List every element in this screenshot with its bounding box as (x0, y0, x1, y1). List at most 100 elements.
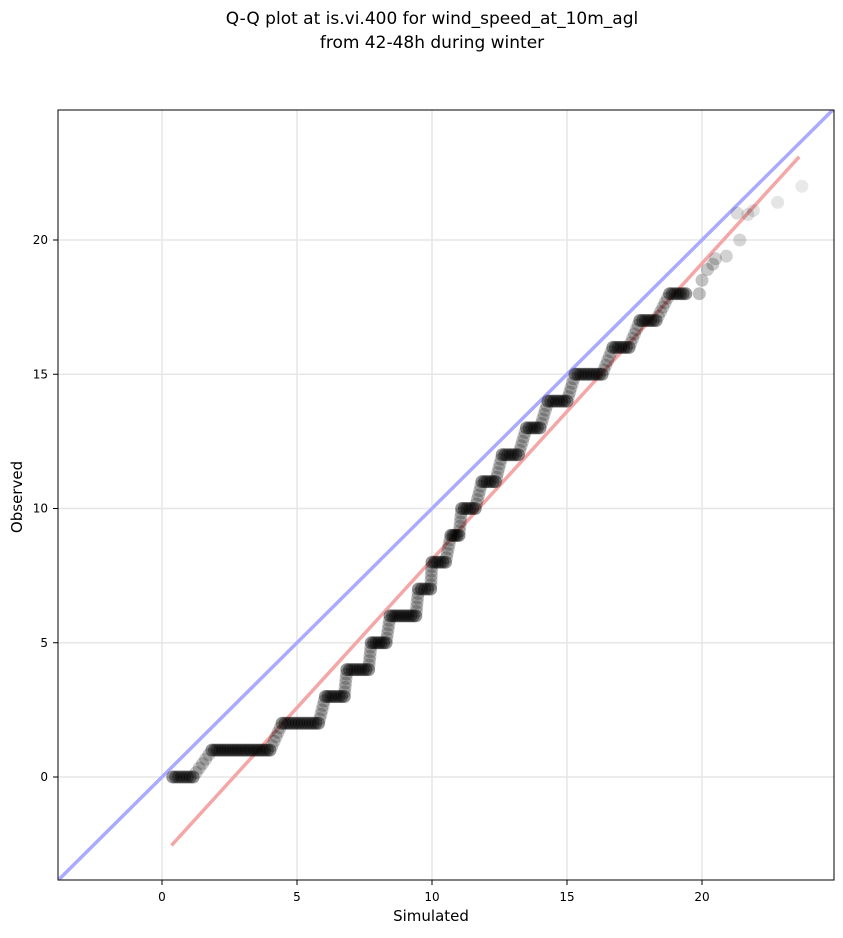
data-point (213, 743, 227, 757)
data-point (258, 743, 272, 757)
data-point (340, 667, 353, 681)
data-point (303, 716, 317, 730)
data-point (700, 263, 714, 276)
y-tick-label: 15 (33, 367, 48, 381)
data-point (430, 555, 444, 569)
data-point (733, 233, 747, 247)
data-point (450, 528, 464, 542)
x-tick-label: 0 (158, 890, 166, 904)
x-tick-label: 20 (694, 890, 709, 904)
data-point (313, 712, 327, 726)
data-point (300, 716, 314, 730)
data-point (673, 287, 687, 301)
data-point (460, 502, 474, 515)
data-point (453, 515, 467, 529)
data-point (411, 587, 425, 600)
data-point (286, 716, 300, 730)
data-point (587, 367, 601, 381)
data-point (644, 314, 658, 327)
data-point (651, 309, 665, 323)
data-point (454, 506, 468, 520)
data-point (676, 287, 690, 301)
data-point (339, 672, 353, 685)
data-point (433, 555, 447, 569)
one-to-one-line (58, 110, 834, 880)
data-point (273, 721, 287, 735)
data-point (663, 287, 677, 301)
data-point (503, 448, 517, 462)
data-point (275, 716, 289, 730)
data-point (424, 582, 438, 596)
data-point (180, 770, 194, 784)
data-point (359, 663, 373, 677)
data-point (631, 318, 645, 332)
data-point (364, 640, 378, 654)
data-point (520, 421, 533, 435)
data-point (552, 394, 566, 408)
data-point (536, 412, 550, 426)
data-point (265, 739, 279, 753)
data-point (335, 690, 349, 703)
data-point (353, 663, 367, 677)
data-point (340, 663, 354, 677)
data-point (363, 654, 376, 668)
data-point (424, 578, 438, 592)
data-point (278, 716, 292, 730)
data-point (362, 658, 376, 672)
data-point (343, 663, 357, 677)
data-point (544, 394, 558, 408)
data-point (571, 367, 585, 381)
data-point (329, 690, 343, 703)
data-point (457, 502, 471, 515)
data-point (473, 484, 487, 498)
data-point (530, 421, 544, 435)
data-point (332, 690, 346, 703)
data-point (267, 734, 281, 748)
x-axis-ticks: 0 5 10 15 20 (158, 880, 710, 904)
x-tick-label: 5 (293, 890, 301, 904)
data-point (561, 390, 575, 404)
data-point (229, 743, 243, 757)
data-point (237, 743, 251, 757)
data-point (494, 452, 508, 466)
data-point (205, 743, 219, 757)
data-point (646, 314, 660, 327)
data-point (404, 609, 418, 623)
data-point (469, 497, 483, 511)
data-point (428, 555, 442, 569)
data-point (298, 716, 312, 730)
data-point (439, 555, 452, 569)
data-point (391, 609, 405, 623)
data-point (771, 195, 785, 209)
data-point (362, 663, 376, 677)
data-point (516, 434, 529, 448)
data-point (326, 690, 340, 703)
data-point (314, 707, 328, 721)
data-point (425, 560, 439, 574)
data-point (563, 385, 577, 399)
data-point (486, 475, 500, 489)
data-point (166, 770, 180, 784)
data-point (513, 443, 527, 457)
data-point (730, 206, 744, 220)
chart-title-line-2: from 42-48h during winter (320, 33, 544, 53)
data-point (315, 703, 329, 717)
data-point (318, 690, 332, 703)
data-point (221, 743, 235, 757)
data-point (501, 448, 515, 462)
y-tick-label: 0 (40, 770, 48, 784)
data-point (260, 743, 274, 757)
data-point (472, 488, 486, 502)
data-point (709, 252, 722, 266)
data-point (210, 743, 224, 757)
x-tick-label: 10 (424, 890, 439, 904)
data-point (321, 690, 335, 703)
data-point (410, 596, 424, 609)
fit-line (170, 155, 801, 847)
data-point (470, 493, 484, 506)
data-point (474, 479, 488, 493)
data-point (380, 631, 394, 645)
data-point (247, 743, 261, 757)
data-point (255, 743, 269, 757)
